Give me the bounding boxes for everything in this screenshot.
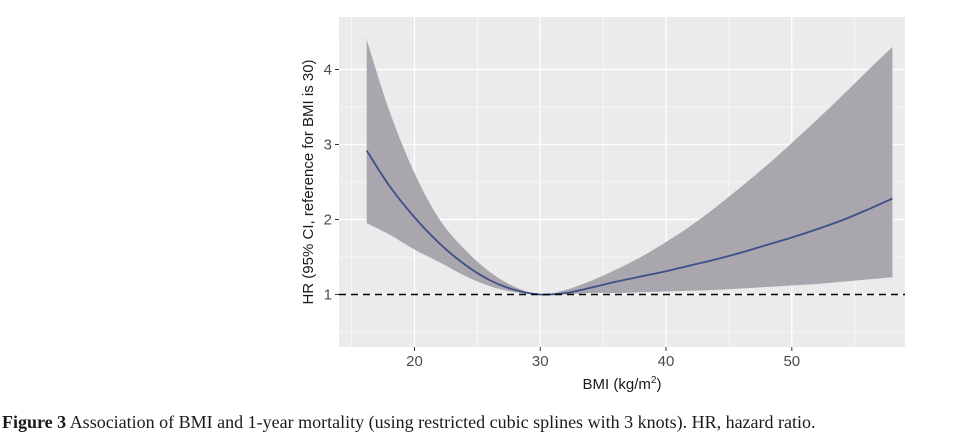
y-axis-title: HR (95% CI, reference for BMI is 30) (300, 59, 317, 304)
figure-label: Figure 3 (2, 412, 67, 432)
y-tick-label: 2 (324, 212, 332, 229)
y-tick-label: 3 (324, 137, 332, 154)
x-axis-title-superscript: 2 (651, 375, 657, 386)
figure-caption-text: Association of BMI and 1-year mortality … (69, 412, 816, 432)
x-axis-title-close: ) (656, 376, 661, 393)
axis-ticks: 20 30 40 50 1 2 3 4 (324, 62, 800, 371)
confidence-band (366, 39, 893, 295)
hazard-ratio-line (365, 150, 893, 296)
y-tick-label: 4 (324, 62, 332, 79)
x-axis-title: BMI (kg/m2) (583, 375, 662, 393)
x-tick-label: 20 (406, 353, 423, 370)
y-tick-label: 1 (324, 287, 332, 304)
figure-caption: Figure 3 Association of BMI and 1-year m… (2, 412, 964, 433)
x-tick-label: 40 (658, 353, 675, 370)
x-tick-label: 50 (783, 353, 800, 370)
x-tick-label: 30 (532, 353, 549, 370)
x-axis-title-main: BMI (kg/m (583, 376, 651, 393)
